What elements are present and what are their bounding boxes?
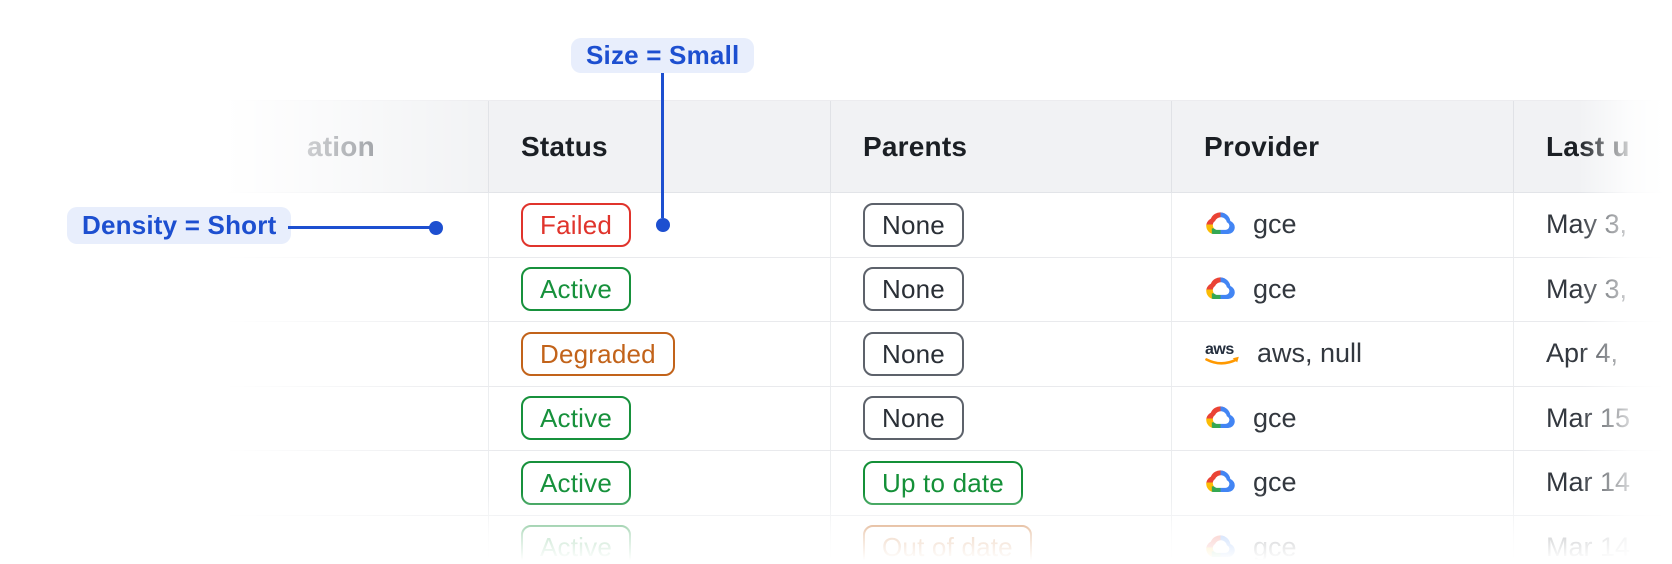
status-badge: Active [521, 525, 632, 564]
last-updated-value: May 3, [1546, 209, 1628, 240]
provider-name: gce [1253, 209, 1297, 240]
google-cloud-icon [1204, 469, 1237, 496]
size-annotation-label: Size = Small [586, 40, 740, 70]
table-body: Failed None gce May 3, Active [0, 193, 1672, 564]
cell-parents: Out of date [830, 515, 1171, 564]
google-cloud-icon [1206, 535, 1235, 557]
column-header-status-label: Status [521, 130, 608, 162]
last-updated-value: Mar 14 [1546, 467, 1631, 498]
table-row[interactable]: Active Up to date gce Mar 14 [0, 451, 1672, 516]
table-header-row: ation Status Parents Provider Last u [0, 100, 1672, 193]
provider-name: gce [1253, 531, 1297, 562]
cell-last-updated: May 3, [1513, 193, 1672, 257]
cell-last-updated: Mar 15 [1513, 386, 1672, 450]
cell-description [0, 387, 488, 451]
column-header-provider[interactable]: Provider [1171, 101, 1513, 192]
density-annotation-label: Density = Short [82, 210, 277, 240]
cell-last-updated: May 3, [1513, 257, 1672, 321]
cell-description [0, 258, 488, 322]
column-header-status[interactable]: Status [488, 101, 830, 192]
table-row[interactable]: Active Out of date gce Mar 14 [0, 515, 1672, 564]
parents-badge: None [863, 396, 964, 441]
status-badge: Degraded [521, 331, 675, 376]
google-cloud-icon [1204, 534, 1237, 561]
cell-last-updated: Mar 14 [1513, 451, 1672, 515]
google-cloud-icon [1206, 470, 1235, 493]
column-header-description[interactable]: ation [0, 101, 488, 192]
google-cloud-icon [1206, 277, 1235, 299]
size-callout-line [661, 73, 664, 218]
status-badge: Active [521, 460, 632, 505]
cell-parents: None [830, 257, 1171, 321]
status-badge: Active [521, 396, 632, 441]
cell-status: Active [488, 257, 830, 321]
parents-badge: Out of date [863, 525, 1032, 564]
cell-parents: None [830, 322, 1171, 386]
google-cloud-icon [1204, 405, 1237, 432]
cell-status: Failed [488, 193, 830, 257]
cell-parents: None [830, 193, 1171, 257]
google-cloud-icon [1206, 212, 1235, 235]
density-callout-line [288, 226, 430, 229]
cell-provider: aws aws, null [1171, 322, 1513, 386]
cell-provider: gce [1171, 451, 1513, 515]
status-badge: Active [521, 267, 632, 312]
google-cloud-icon [1204, 276, 1237, 303]
last-updated-value: Apr 4, [1546, 338, 1619, 369]
cell-provider: gce [1171, 386, 1513, 450]
cell-status: Active [488, 515, 830, 564]
column-header-last-updated-label: Last u [1546, 130, 1630, 162]
provider-name: gce [1253, 467, 1297, 498]
cell-parents: Up to date [830, 451, 1171, 515]
cell-description [0, 322, 488, 386]
density-callout-dot [429, 221, 443, 235]
provider-name: aws, null [1257, 338, 1363, 369]
cell-description [0, 451, 488, 515]
cell-provider: gce [1171, 193, 1513, 257]
cell-provider: gce [1171, 257, 1513, 321]
parents-badge: Up to date [863, 460, 1023, 505]
provider-name: gce [1253, 273, 1297, 304]
cell-last-updated: Mar 14 [1513, 515, 1672, 564]
size-annotation-pill: Size = Small [571, 38, 755, 73]
column-header-description-label: ation [307, 130, 375, 162]
cell-provider: gce [1171, 515, 1513, 564]
cell-status: Active [488, 386, 830, 450]
last-updated-value: Mar 15 [1546, 402, 1631, 433]
size-callout-dot [656, 218, 670, 232]
cell-parents: None [830, 386, 1171, 450]
table-row[interactable]: Active None gce Mar 15 [0, 386, 1672, 451]
data-table: ation Status Parents Provider Last u Fai… [0, 100, 1672, 564]
table-row[interactable]: Degraded None aws aws, null Apr 4, [0, 322, 1672, 387]
parents-badge: None [863, 202, 964, 247]
density-annotation-pill: Density = Short [67, 207, 292, 244]
cell-status: Active [488, 451, 830, 515]
google-cloud-icon [1206, 406, 1235, 428]
parents-badge: None [863, 331, 964, 376]
column-header-provider-label: Provider [1204, 130, 1320, 162]
aws-icon: aws [1205, 341, 1239, 365]
parents-badge: None [863, 267, 964, 312]
google-cloud-icon [1204, 211, 1237, 238]
svg-text:aws: aws [1205, 341, 1234, 358]
status-badge: Failed [521, 202, 632, 247]
column-header-parents-label: Parents [863, 130, 968, 162]
cell-status: Degraded [488, 322, 830, 386]
column-header-parents[interactable]: Parents [830, 101, 1171, 192]
last-updated-value: Mar 14 [1546, 531, 1631, 562]
aws-icon: aws [1204, 340, 1241, 368]
cell-last-updated: Apr 4, [1513, 322, 1672, 386]
table-row[interactable]: Active None gce May 3, [0, 257, 1672, 322]
last-updated-value: May 3, [1546, 273, 1628, 304]
provider-name: gce [1253, 402, 1297, 433]
column-header-last-updated[interactable]: Last u [1513, 101, 1672, 192]
cell-description [0, 516, 488, 564]
